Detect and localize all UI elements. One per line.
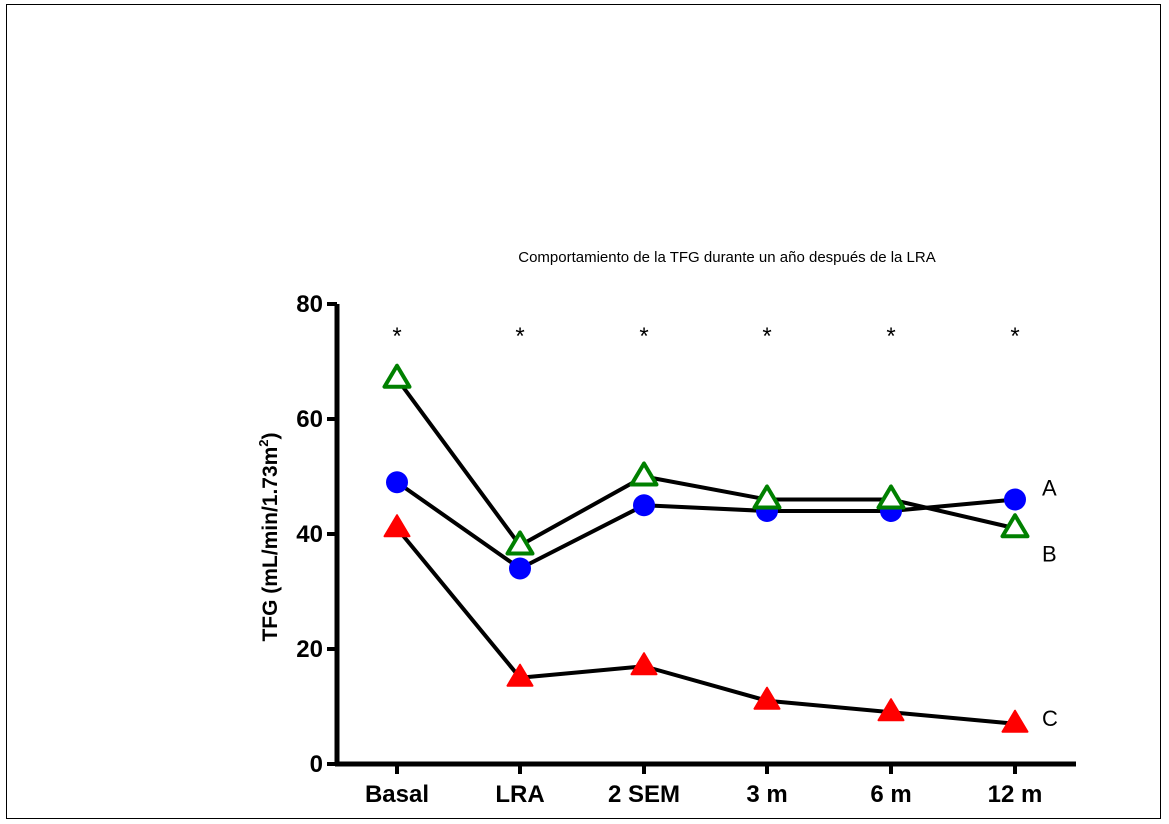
- series-label-C: C: [1042, 706, 1058, 731]
- significance-star: *: [639, 323, 648, 350]
- data-point-A: [386, 471, 408, 494]
- data-point-B: [752, 484, 782, 510]
- significance-star: *: [392, 323, 401, 350]
- axes: [334, 304, 1076, 767]
- series-line-A: [395, 480, 1016, 571]
- data-point-C: [877, 698, 905, 722]
- data-point-C: [383, 514, 411, 538]
- series-label-A: A: [1042, 476, 1057, 501]
- y-tick-label: 0: [310, 751, 323, 778]
- x-tick-label: 2 SEM: [608, 781, 680, 808]
- x-tick-label: Basal: [365, 781, 429, 808]
- data-point-B: [876, 484, 906, 510]
- y-tick-label: 80: [296, 291, 323, 318]
- data-point-A: [633, 494, 655, 517]
- y-tick-label: 40: [296, 521, 323, 548]
- series-lines: [395, 377, 1016, 726]
- data-point-A: [509, 557, 531, 580]
- series-line-B: [395, 377, 1016, 548]
- data-point-B: [629, 461, 659, 487]
- x-ticks: Basal LRA 2 SEM 3 m 6 m 12 m: [365, 764, 1042, 808]
- data-point-C: [1001, 709, 1029, 733]
- x-tick-label: 3 m: [746, 781, 787, 808]
- series-annotations: A B C: [1042, 476, 1058, 731]
- y-ticks: 0 20 40 60 80: [296, 291, 337, 778]
- x-tick-label: 12 m: [988, 781, 1043, 808]
- y-tick-label: 60: [296, 406, 323, 433]
- x-tick-label: 6 m: [870, 781, 911, 808]
- chart-frame: [6, 4, 1161, 819]
- chart-title: Comportamiento de la TFG durante un año …: [518, 249, 935, 266]
- series-markers: [382, 363, 1030, 733]
- data-point-B: [505, 530, 535, 556]
- data-point-B: [1000, 513, 1030, 539]
- x-tick-label: LRA: [495, 781, 544, 808]
- significance-star: *: [886, 323, 895, 350]
- data-point-A: [1004, 488, 1026, 511]
- significance-star: *: [1010, 323, 1019, 350]
- significance-star: *: [762, 323, 771, 350]
- y-axis-label: TFG (mL/min/1.73m2): [256, 432, 282, 641]
- y-tick-label: 20: [296, 636, 323, 663]
- data-point-C: [630, 652, 658, 676]
- series-line-C: [395, 526, 1016, 726]
- series-label-B: B: [1042, 541, 1057, 566]
- significance-marks: * * * * * *: [392, 323, 1019, 350]
- data-point-C: [506, 663, 534, 687]
- significance-star: *: [515, 323, 524, 350]
- data-point-C: [753, 686, 781, 710]
- data-point-B: [382, 363, 412, 389]
